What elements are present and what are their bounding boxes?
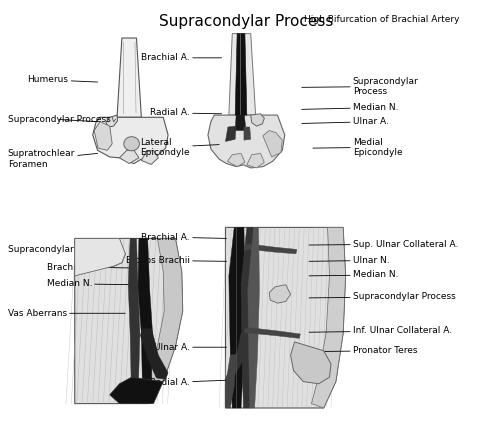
- Polygon shape: [229, 33, 256, 115]
- Polygon shape: [94, 122, 112, 150]
- Text: Supracondylar Process: Supracondylar Process: [309, 293, 456, 301]
- Polygon shape: [312, 227, 346, 408]
- Text: Radial A.: Radial A.: [150, 378, 226, 387]
- Polygon shape: [120, 150, 139, 164]
- Text: Median N.: Median N.: [46, 279, 130, 288]
- Polygon shape: [140, 329, 168, 380]
- Text: Supracondylar
Process: Supracondylar Process: [302, 77, 418, 96]
- Text: Supracondylar Process: Supracondylar Process: [8, 115, 111, 124]
- Polygon shape: [226, 332, 246, 382]
- Text: Vas Aberrans: Vas Aberrans: [8, 309, 126, 318]
- Text: Supracondylar Process: Supracondylar Process: [8, 245, 122, 254]
- Polygon shape: [100, 245, 126, 266]
- Text: Sup. Ulnar Collateral A.: Sup. Ulnar Collateral A.: [309, 240, 458, 248]
- Text: Ulnar A.: Ulnar A.: [154, 343, 226, 352]
- Polygon shape: [263, 131, 282, 157]
- Polygon shape: [208, 115, 285, 168]
- Polygon shape: [269, 285, 290, 303]
- Polygon shape: [74, 239, 126, 276]
- Polygon shape: [244, 127, 250, 140]
- Text: Brachial A.: Brachial A.: [46, 263, 130, 272]
- Text: Humerus: Humerus: [28, 75, 98, 84]
- Text: Lateral
Epicondyle: Lateral Epicondyle: [140, 137, 219, 157]
- Text: Brachial A.: Brachial A.: [142, 233, 226, 242]
- Polygon shape: [228, 153, 245, 167]
- Polygon shape: [92, 117, 168, 164]
- Polygon shape: [142, 150, 158, 165]
- Polygon shape: [226, 354, 236, 408]
- Text: Ulnar A.: Ulnar A.: [302, 117, 388, 126]
- Text: Ulnar N.: Ulnar N.: [309, 256, 390, 265]
- Polygon shape: [226, 126, 236, 141]
- Polygon shape: [229, 227, 245, 408]
- Text: Supratrochlear
Foramen: Supratrochlear Foramen: [8, 149, 98, 169]
- Text: Brachial A.: Brachial A.: [142, 54, 222, 62]
- Text: Biceps Brachii: Biceps Brachii: [126, 256, 226, 265]
- Polygon shape: [235, 115, 246, 131]
- Polygon shape: [235, 33, 247, 115]
- Polygon shape: [290, 342, 331, 384]
- Polygon shape: [226, 227, 346, 408]
- Polygon shape: [74, 239, 182, 404]
- Polygon shape: [241, 227, 254, 408]
- Circle shape: [124, 136, 140, 151]
- Text: Median N.: Median N.: [309, 270, 398, 280]
- Polygon shape: [110, 377, 163, 404]
- Text: Supracondylar Process: Supracondylar Process: [158, 14, 333, 29]
- Polygon shape: [247, 153, 264, 168]
- Text: Inf. Ulnar Collateral A.: Inf. Ulnar Collateral A.: [309, 326, 452, 335]
- Polygon shape: [244, 328, 300, 339]
- Text: Pronator Teres: Pronator Teres: [309, 346, 418, 355]
- Polygon shape: [248, 227, 260, 408]
- Text: Medial
Epicondyle: Medial Epicondyle: [313, 137, 402, 157]
- Polygon shape: [146, 239, 182, 404]
- Text: Radial A.: Radial A.: [150, 108, 222, 117]
- Text: Median N.: Median N.: [302, 103, 398, 112]
- Text: High Bifurcation of Brachial Artery: High Bifurcation of Brachial Artery: [304, 15, 460, 24]
- Polygon shape: [106, 115, 118, 127]
- Polygon shape: [244, 244, 297, 254]
- Polygon shape: [138, 239, 152, 404]
- Polygon shape: [117, 38, 141, 117]
- Polygon shape: [250, 114, 264, 126]
- Polygon shape: [128, 239, 140, 404]
